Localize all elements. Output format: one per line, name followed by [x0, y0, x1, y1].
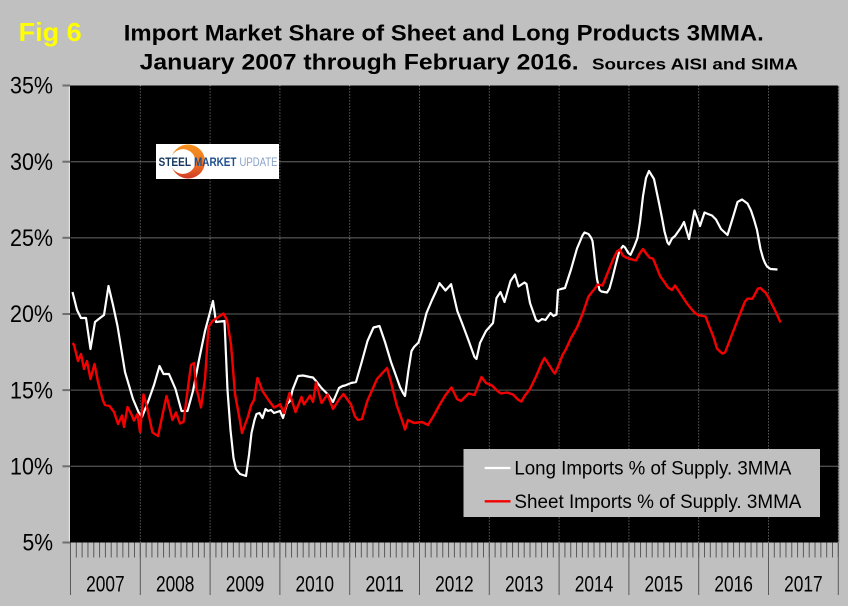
- svg-text:10%: 10%: [10, 454, 53, 481]
- svg-text:UPDATE: UPDATE: [240, 157, 278, 169]
- svg-text:2007: 2007: [86, 572, 125, 597]
- svg-text:2012: 2012: [435, 572, 474, 597]
- svg-text:STEEL: STEEL: [159, 157, 192, 169]
- svg-text:2010: 2010: [296, 572, 335, 597]
- svg-text:MARKET: MARKET: [194, 157, 237, 169]
- svg-text:Long Imports % of Supply. 3MMA: Long Imports % of Supply. 3MMA: [514, 458, 791, 480]
- svg-text:30%: 30%: [10, 149, 53, 176]
- svg-text:35%: 35%: [10, 73, 53, 100]
- svg-text:2008: 2008: [156, 572, 195, 597]
- svg-text:2011: 2011: [365, 572, 404, 597]
- svg-text:25%: 25%: [10, 225, 53, 252]
- svg-text:2013: 2013: [505, 572, 544, 597]
- svg-text:2015: 2015: [645, 572, 684, 597]
- svg-text:2017: 2017: [784, 572, 823, 597]
- svg-text:Sheet Imports % of Supply. 3MM: Sheet Imports % of Supply. 3MMA: [514, 491, 801, 513]
- svg-text:5%: 5%: [23, 530, 54, 557]
- svg-text:2014: 2014: [575, 572, 614, 597]
- svg-text:January 2007 through February: January 2007 through February 2016.: [140, 49, 579, 74]
- svg-text:2016: 2016: [714, 572, 753, 597]
- svg-text:2009: 2009: [226, 572, 265, 597]
- svg-text:Sources AISI and SIMA: Sources AISI and SIMA: [592, 56, 799, 73]
- svg-text:15%: 15%: [10, 377, 53, 404]
- svg-text:20%: 20%: [10, 301, 53, 328]
- svg-text:Import Market Share of Sheet a: Import Market Share of Sheet and Long Pr…: [124, 21, 764, 46]
- svg-text:Fig 6: Fig 6: [19, 17, 82, 47]
